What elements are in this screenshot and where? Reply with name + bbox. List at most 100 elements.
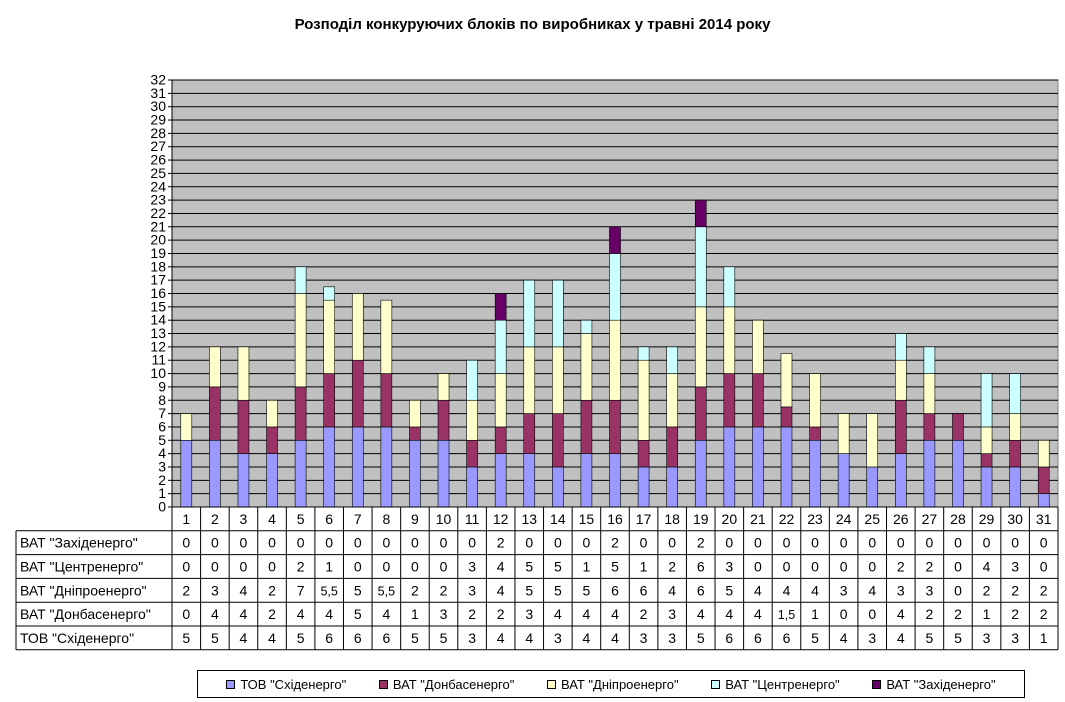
table-value-cell: 6 <box>640 582 648 598</box>
y-tick-label: 12 <box>150 338 166 354</box>
table-value-cell: 1 <box>1040 630 1048 646</box>
table-value-cell: 2 <box>925 606 933 622</box>
table-value-cell: 0 <box>840 559 848 575</box>
bar-segment-4-day-26 <box>895 333 907 361</box>
bar-segment-2-day-22 <box>780 406 793 428</box>
bar-segment-3-day-8 <box>380 299 393 374</box>
x-category-label: 18 <box>664 511 680 527</box>
bar-segment-2-day-20 <box>723 373 736 428</box>
bar-segment-2-day-30 <box>1009 439 1021 468</box>
bar-segment-3-day-11 <box>466 399 478 441</box>
legend-item: ТОВ "Східенерго" <box>226 677 346 692</box>
bar-segment-1-day-4 <box>266 453 278 508</box>
table-value-cell: 1 <box>325 559 333 575</box>
y-tick-label: 13 <box>150 325 166 341</box>
bar-segment-2-day-14 <box>552 413 564 468</box>
bar-segment-3-day-3 <box>237 346 250 401</box>
bar-segment-2-day-11 <box>466 439 478 468</box>
table-value-cell: 0 <box>411 535 419 551</box>
bar-segment-3-day-22 <box>780 353 793 408</box>
table-value-cell: 4 <box>725 606 733 622</box>
legend-item: ВАТ "Донбасенерго" <box>378 677 514 692</box>
legend-swatch <box>872 679 882 689</box>
y-tick-label: 6 <box>158 418 166 434</box>
table-value-cell: 5 <box>811 630 819 646</box>
table-value-cell: 0 <box>354 535 362 551</box>
bar-segment-3-day-27 <box>923 373 936 414</box>
bar-segment-1-day-24 <box>837 453 850 508</box>
bar-segment-3-day-1 <box>180 413 193 441</box>
bar-segment-4-day-11 <box>466 359 478 401</box>
table-value-cell: 2 <box>297 559 305 575</box>
table-value-cell: 2 <box>1040 606 1048 622</box>
bar-segment-3-day-30 <box>1009 413 1021 441</box>
legend-item: ВАТ "Дніпроенерго" <box>546 677 679 692</box>
table-value-cell: 0 <box>811 559 819 575</box>
bar-segment-2-day-13 <box>523 413 536 454</box>
table-value-cell: 3 <box>897 582 905 598</box>
table-value-cell: 0 <box>268 559 276 575</box>
bar-segment-3-day-25 <box>866 413 879 468</box>
bar-segment-3-day-29 <box>980 426 993 454</box>
table-value-cell: 0 <box>411 559 419 575</box>
table-value-cell: 0 <box>1040 559 1048 575</box>
table-value-cell: 0 <box>240 535 248 551</box>
bar-segment-1-day-25 <box>866 466 879 508</box>
table-value-cell: 5 <box>697 630 705 646</box>
table-value-cell: 3 <box>554 630 562 646</box>
table-value-cell: 0 <box>268 535 276 551</box>
bar-segment-2-day-10 <box>437 399 450 441</box>
table-value-cell: 6 <box>754 630 762 646</box>
bar-segment-1-day-2 <box>209 439 221 508</box>
legend-label: ВАТ "Західенерго" <box>886 676 996 692</box>
bar-segment-1-day-8 <box>380 426 393 508</box>
y-tick-label: 32 <box>150 72 166 88</box>
bar-segment-1-day-5 <box>294 439 307 508</box>
table-value-cell: 5 <box>354 582 362 598</box>
table-value-cell: 4 <box>983 559 991 575</box>
table-value-cell: 2 <box>925 559 933 575</box>
table-value-cell: 0 <box>954 582 962 598</box>
table-value-cell: 2 <box>497 535 505 551</box>
table-value-cell: 3 <box>925 582 933 598</box>
bar-segment-4-day-29 <box>980 373 993 428</box>
table-value-cell: 2 <box>1011 582 1019 598</box>
legend-swatch <box>226 679 236 689</box>
bar-segment-3-day-19 <box>694 306 707 388</box>
x-category-label: 25 <box>864 511 880 527</box>
y-tick-label: 2 <box>158 472 166 488</box>
bar-segment-2-day-31 <box>1037 466 1050 494</box>
table-value-cell: 4 <box>240 582 248 598</box>
bar-segment-2-day-23 <box>809 426 821 441</box>
table-value-cell: 4 <box>240 630 248 646</box>
bar-segment-4-day-12 <box>494 319 507 374</box>
table-value-cell: 4 <box>754 582 762 598</box>
bar-segment-2-day-12 <box>494 426 507 454</box>
table-value-cell: 3 <box>868 630 876 646</box>
x-category-label: 30 <box>1007 511 1023 527</box>
table-value-cell: 5 <box>583 582 591 598</box>
table-value-cell: 0 <box>440 535 448 551</box>
x-category-label: 10 <box>436 511 452 527</box>
bar-segment-5-day-12 <box>494 293 507 321</box>
table-value-cell: 0 <box>868 606 876 622</box>
table-value-cell: 2 <box>468 606 476 622</box>
x-category-label: 14 <box>550 511 566 527</box>
table-value-cell: 2 <box>697 535 705 551</box>
table-value-cell: 1 <box>583 559 591 575</box>
y-tick-label: 22 <box>150 205 166 221</box>
table-value-cell: 3 <box>468 559 476 575</box>
table-value-cell: 0 <box>783 559 791 575</box>
bar-segment-2-day-28 <box>952 413 964 441</box>
table-value-cell: 4 <box>897 630 905 646</box>
x-category-label: 2 <box>211 511 219 527</box>
chart-legend: ТОВ "Східенерго" ВАТ "Донбасенерго" ВАТ "Д… <box>197 670 1025 698</box>
table-series-label: ВАТ "Донбасенерго" <box>20 606 151 622</box>
y-tick-label: 3 <box>158 458 166 474</box>
table-value-cell: 0 <box>297 535 305 551</box>
y-tick-label: 8 <box>158 392 166 408</box>
bar-segment-3-day-17 <box>637 359 650 441</box>
bar-segment-4-day-19 <box>694 226 707 308</box>
table-value-cell: 0 <box>182 606 190 622</box>
